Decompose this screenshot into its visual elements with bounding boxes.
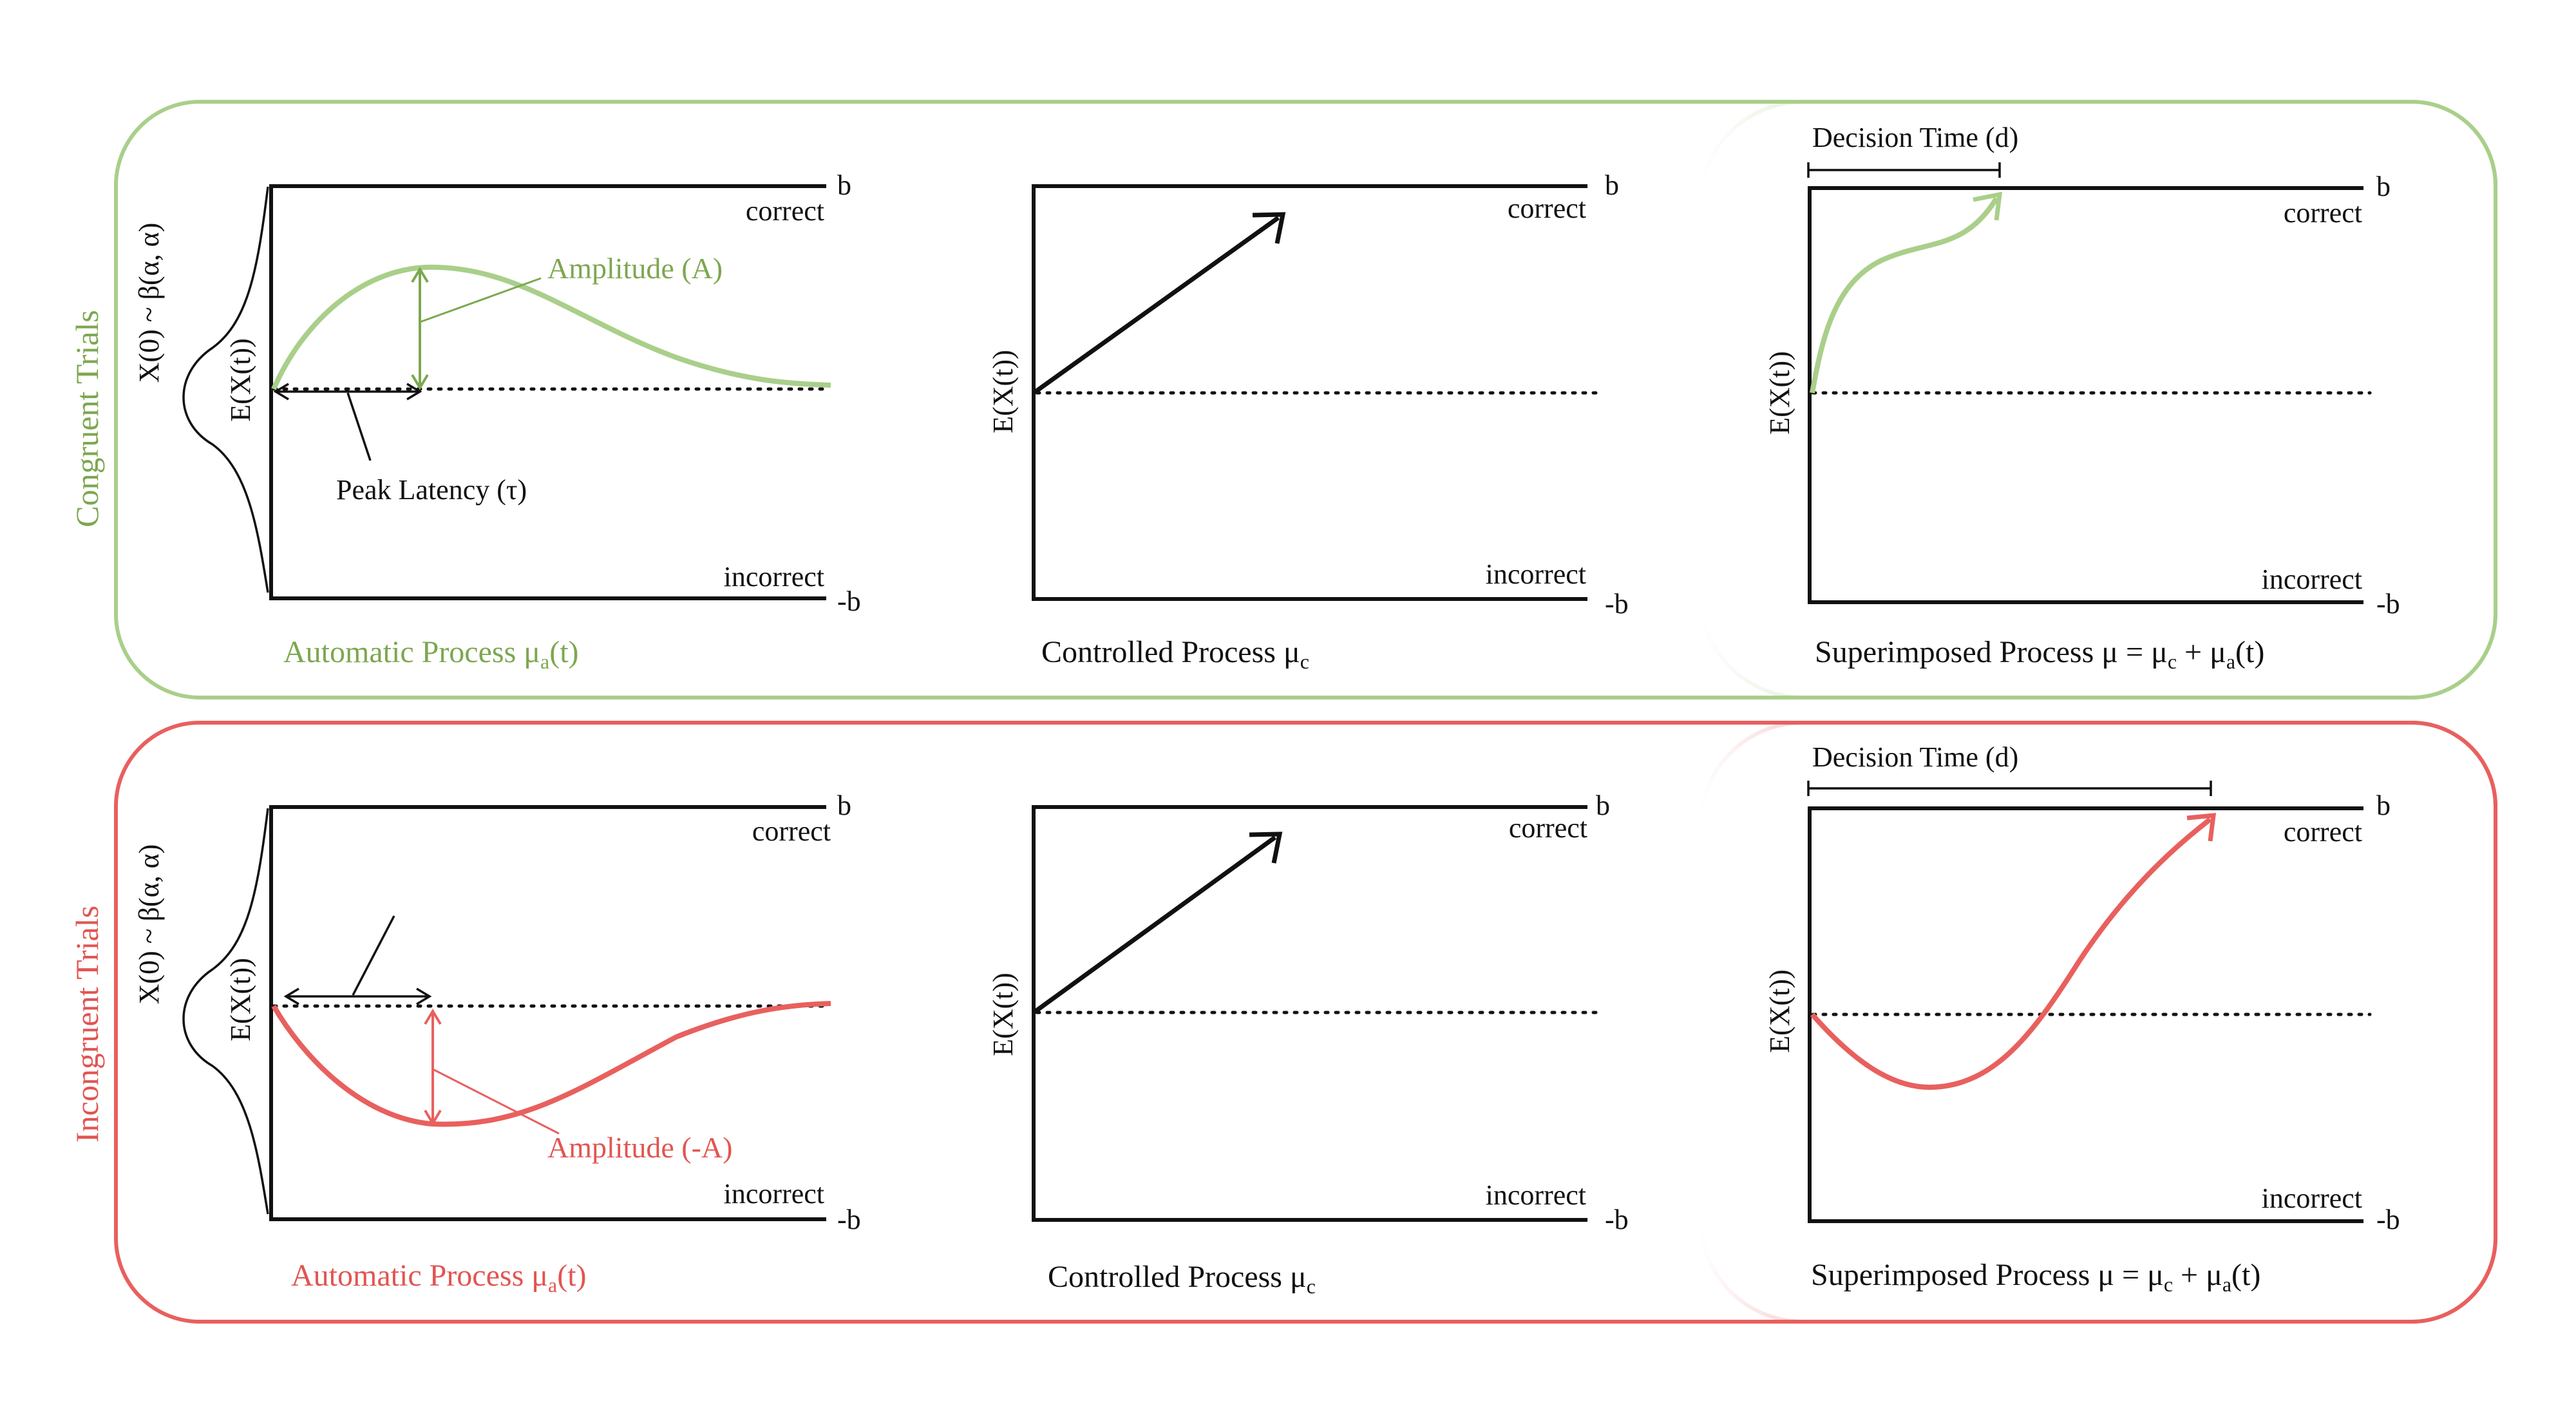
incongruent-automatic-curve [271,1001,831,1127]
congruent-row-label: Congruent Trials [69,310,105,528]
incongruent-auto-caption: Automatic Process μa(t) [291,1259,587,1297]
incongruent-superimposed-curve [1810,817,2212,1090]
congruent-amplitude-label: Amplitude (A) [547,252,723,285]
incongruent-ctrl-correct-label: correct [1509,812,1587,844]
incongruent-ctrl-caption: Controlled Process μc [1048,1260,1316,1298]
incongruent-auto-correct-label: correct [752,815,831,847]
incongruent-sup-caption: Superimposed Process μ = μc + μa(t) [1811,1258,2260,1296]
congruent-ctrl-upper-bound-label: b [1605,169,1619,201]
congruent-sup-caption: Superimposed Process μ = μc + μa(t) [1815,635,2264,673]
incongruent-auto-incorrect-label: incorrect [724,1178,824,1210]
incongruent-prior-label: X(0) ~ β(α, α) [133,844,165,1005]
incongruent-sup-correct-label: correct [2284,816,2362,848]
incongruent-controlled-drift-arrow [1034,835,1277,1013]
congruent-automatic-curve [271,264,831,390]
congruent-ctrl-correct-label: correct [1508,193,1586,224]
congruent-sup-y-label: E(X(t)) [1764,351,1795,435]
congruent-superimposed-arrowhead [1973,191,2003,221]
congruent-ctrl-y-label: E(X(t)) [987,350,1019,433]
incongruent-auto-lower-bound-label: -b [837,1204,861,1235]
congruent-superimposed-curve [1810,196,1999,394]
incongruent-decision-label: Decision Time (d) [1812,741,2018,773]
congruent-prior-label: X(0) ~ β(α, α) [133,223,165,383]
congruent-superimposed-panel: Decision Time (d) E(X(t)) b correct inco… [1764,122,2400,673]
incongruent-amplitude-arrowheads [424,1009,442,1126]
incongruent-ctrl-upper-bound-label: b [1596,790,1610,821]
incongruent-automatic-panel: X(0) ~ β(α, α) E(X(t)) b correct incorre… [133,790,861,1297]
congruent-latency-leader [346,392,372,461]
incongruent-latency-arrowheads [283,987,432,1005]
incongruent-highlight-frame [1698,721,2497,1324]
incongruent-sup-y-label: E(X(t)) [1764,969,1795,1053]
incongruent-amplitude-leader [432,1068,560,1135]
incongruent-ctrl-incorrect-label: incorrect [1486,1179,1586,1211]
congruent-controlled-drift-arrow [1034,216,1280,394]
incongruent-sup-incorrect-label: incorrect [2262,1183,2362,1214]
congruent-sup-incorrect-label: incorrect [2262,564,2362,595]
incongruent-sup-lower-bound-label: -b [2376,1204,2400,1235]
incongruent-controlled-panel: E(X(t)) b correct incorrect -b Controlle… [987,790,1629,1298]
incongruent-amplitude-label: Amplitude (-A) [547,1131,732,1164]
congruent-latency-label: Peak Latency (τ) [336,474,527,506]
congruent-sup-lower-bound-label: -b [2376,588,2400,620]
congruent-auto-caption: Automatic Process μa(t) [283,635,579,673]
incongruent-superimposed-panel: Decision Time (d) E(X(t)) b correct inco… [1764,741,2400,1296]
congruent-latency-arrowheads [273,383,422,401]
congruent-auto-correct-label: correct [746,195,824,227]
congruent-row: Congruent Trials X(0) ~ β(α, α) E(X(t)) … [69,100,2497,699]
incongruent-ctrl-y-label: E(X(t)) [987,973,1019,1056]
incongruent-prior-density [182,808,269,1215]
incongruent-latency-leader [352,915,395,996]
congruent-ctrl-lower-bound-label: -b [1605,588,1629,620]
congruent-highlight-frame [1698,100,2497,699]
incongruent-ctrl-lower-bound-label: -b [1605,1204,1629,1235]
congruent-ctrl-incorrect-label: incorrect [1486,558,1586,590]
congruent-amplitude-arrowheads [411,267,429,390]
congruent-frame [114,100,2497,699]
congruent-decision-label: Decision Time (d) [1812,122,2018,153]
incongruent-controlled-drift-arrowhead [1249,832,1283,864]
incongruent-frame [114,721,2497,1324]
incongruent-sup-upper-bound-label: b [2376,790,2391,821]
incongruent-superimposed-arrowhead [2186,813,2217,842]
congruent-auto-incorrect-label: incorrect [724,561,824,593]
congruent-ctrl-caption: Controlled Process μc [1041,635,1309,673]
congruent-controlled-panel: E(X(t)) b correct incorrect -b Controlle… [987,169,1629,673]
incongruent-auto-y-label: E(X(t)) [225,958,256,1041]
congruent-auto-upper-bound-label: b [837,169,851,201]
congruent-sup-upper-bound-label: b [2376,171,2391,202]
congruent-amplitude-leader [419,277,542,323]
congruent-sup-correct-label: correct [2284,197,2362,229]
incongruent-auto-upper-bound-label: b [837,790,851,821]
incongruent-row: Incongruent Trials X(0) ~ β(α, α) E(X(t)… [69,721,2497,1324]
congruent-automatic-panel: X(0) ~ β(α, α) E(X(t)) b correct incorre… [133,169,861,673]
congruent-auto-y-label: E(X(t)) [225,338,256,422]
congruent-auto-lower-bound-label: -b [837,585,861,617]
congruent-prior-density [182,186,269,593]
congruent-controlled-drift-arrowhead [1252,212,1286,244]
incongruent-row-label: Incongruent Trials [69,906,105,1143]
